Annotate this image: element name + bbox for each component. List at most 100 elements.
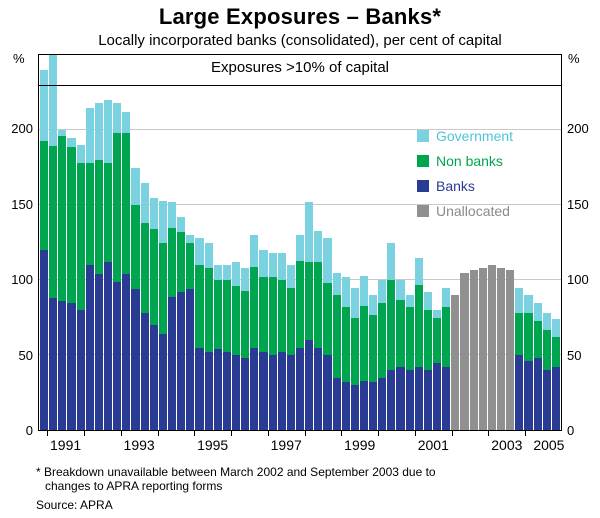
bar-segment-banks: [524, 361, 533, 430]
bar-segment-government: [76, 145, 85, 163]
bar-segment-banks: [286, 355, 295, 430]
bar-segment-banks: [542, 370, 551, 430]
bar-segment-banks: [186, 289, 195, 430]
bar-1992-Q3: [103, 55, 113, 430]
bar-segment-nonbanks: [49, 146, 58, 298]
bar-2004-Q3: [542, 55, 551, 430]
bar-1995-Q1: [195, 55, 204, 430]
x-year-label-2005: 2005: [533, 437, 565, 453]
bar-segment-nonbanks: [295, 260, 305, 348]
bar-segment-government: [323, 238, 332, 283]
bar-segment-government: [231, 262, 241, 286]
x-year-label-1991: 1991: [50, 437, 82, 453]
bar-segment-nonbanks: [314, 262, 323, 348]
bar-1991-Q3: [67, 55, 76, 430]
bar-2002-Q1: [451, 55, 460, 430]
bar-segment-government: [67, 137, 76, 147]
bar-segment-nonbanks: [250, 266, 259, 348]
bar-segment-nonbanks: [94, 160, 103, 275]
bar-segment-banks: [387, 370, 396, 430]
bar-segment-government: [58, 130, 67, 136]
footnote-line-1: * Breakdown unavailable between March 20…: [36, 465, 436, 479]
legend-label-banks: Banks: [436, 177, 475, 194]
bar-segment-government: [49, 55, 58, 147]
bar-segment-banks: [268, 355, 277, 430]
bar-segment-banks: [277, 352, 286, 430]
bar-segment-government: [213, 265, 222, 280]
bar-2003-Q2: [497, 55, 506, 430]
bar-segment-banks: [259, 352, 268, 430]
bar-segment-banks: [140, 313, 149, 430]
x-axis: 1991 1993 1995 1997 1999 2001 2003 2005: [38, 431, 565, 458]
bar-segment-nonbanks: [268, 277, 277, 355]
bar-segment-banks: [515, 355, 524, 430]
bar-segment-government: [533, 302, 542, 321]
panel-label: Exposures >10% of capital: [210, 59, 390, 76]
bar-2001-Q3: [433, 55, 442, 430]
bar-segment-nonbanks: [369, 314, 378, 382]
bar-1998-Q1: [305, 55, 314, 430]
bar-segment-government: [241, 268, 250, 291]
bar-segment-government: [332, 272, 341, 295]
legend-label-unallocated: Unallocated: [436, 202, 510, 219]
x-tick-2002: [451, 431, 453, 436]
x-tick-1997: [267, 431, 269, 436]
bar-segment-nonbanks: [341, 307, 350, 382]
bar-segment-banks: [122, 274, 131, 430]
y-tick-label-150: 150: [11, 196, 33, 212]
x-tick-1995: [194, 431, 196, 436]
bar-segment-nonbanks: [414, 284, 423, 368]
bar-1996-Q2: [241, 55, 250, 430]
bar-segment-nonbanks: [259, 277, 268, 353]
bar-1994-Q4: [186, 55, 195, 430]
bar-segment-banks: [49, 297, 58, 430]
bar-segment-nonbanks: [195, 265, 204, 348]
bar-2001-Q4: [442, 55, 451, 430]
x-year-label-2003: 2003: [491, 437, 523, 453]
bar-1997-Q2: [277, 55, 286, 430]
bar-segment-government: [259, 250, 268, 278]
legend-item-government: Government: [417, 123, 513, 148]
bar-segment-banks: [67, 302, 76, 430]
bar-1993-Q4: [149, 55, 158, 430]
bar-segment-government: [286, 265, 295, 288]
bar-segment-nonbanks: [58, 136, 67, 301]
bar-segment-government: [268, 253, 277, 278]
bar-segment-nonbanks: [241, 290, 250, 358]
bar-1991-Q2: [58, 55, 67, 430]
bar-segment-government: [85, 107, 94, 163]
bar-1997-Q3: [286, 55, 295, 430]
bar-1999-Q1: [341, 55, 350, 430]
bar-segment-banks: [423, 370, 433, 430]
bar-1992-Q2: [94, 55, 103, 430]
bar-1992-Q1: [85, 55, 94, 430]
bar-2000-Q1: [378, 55, 387, 430]
bar-segment-nonbanks: [76, 163, 85, 310]
bar-1995-Q2: [204, 55, 213, 430]
bar-segment-nonbanks: [378, 302, 387, 378]
bar-segment-government: [387, 242, 396, 280]
bar-2001-Q2: [423, 55, 433, 430]
bars-container: [39, 55, 561, 430]
legend-item-nonbanks: Non banks: [417, 148, 513, 173]
bar-segment-nonbanks: [433, 317, 442, 363]
bar-segment-banks: [222, 352, 231, 430]
bar-segment-nonbanks: [231, 286, 241, 355]
bar-segment-government: [167, 202, 177, 228]
y-axis-unit-left: %: [13, 51, 25, 66]
bar-1993-Q3: [140, 55, 149, 430]
chart-title: Large Exposures – Banks*: [158, 4, 442, 29]
bar-1998-Q4: [332, 55, 341, 430]
bar-segment-nonbanks: [167, 227, 177, 297]
bar-segment-government: [305, 202, 314, 263]
x-tick-1999: [341, 431, 343, 436]
bar-segment-government: [542, 313, 551, 330]
bar-segment-government: [350, 287, 359, 318]
bar-segment-government: [222, 265, 231, 281]
bar-segment-banks: [314, 347, 323, 430]
y-tick-label-50: 50: [18, 347, 33, 363]
gridline-150: [39, 204, 561, 205]
bar-1998-Q3: [323, 55, 332, 430]
x-tick-1992: [83, 431, 85, 436]
footnote-line-2: changes to APRA reporting forms: [45, 479, 223, 494]
